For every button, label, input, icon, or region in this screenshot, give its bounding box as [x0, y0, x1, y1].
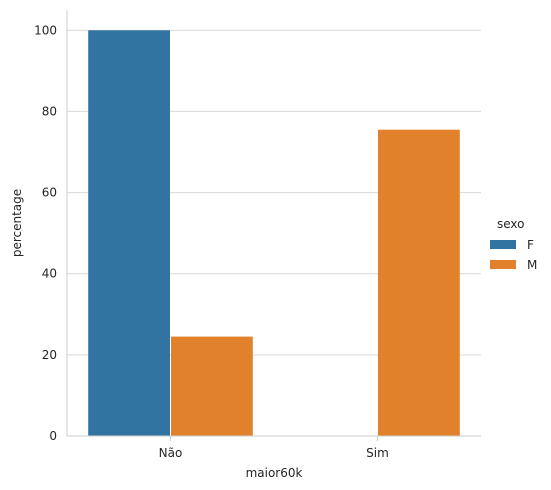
- legend: sexo FM: [490, 217, 537, 272]
- bar-M-Não: [171, 336, 253, 436]
- y-tick-label: 40: [42, 267, 57, 281]
- legend-label: M: [527, 258, 537, 272]
- bar-F-Não: [88, 30, 170, 437]
- y-axis-label: percentage: [10, 189, 24, 257]
- y-tick-label: 20: [42, 348, 57, 362]
- legend-swatch-F: [490, 240, 516, 249]
- legend-label: F: [527, 238, 534, 252]
- legend-swatch-M: [490, 260, 516, 269]
- bar-M-Sim: [378, 129, 460, 436]
- y-tick-label: 60: [42, 186, 57, 200]
- y-tick-label: 100: [34, 23, 57, 37]
- legend-title: sexo: [497, 217, 525, 231]
- y-tick-label: 80: [42, 104, 57, 118]
- axes: [66, 10, 481, 437]
- x-tick-label: Não: [159, 446, 183, 460]
- y-tick-labels: 0 20 40 60 80 100: [34, 23, 57, 443]
- x-axis-label: maior60k: [246, 466, 303, 480]
- x-tick-labels: Não Sim: [159, 436, 389, 460]
- x-tick-label: Sim: [366, 446, 389, 460]
- bars: [88, 30, 460, 437]
- y-tick-label: 0: [49, 429, 57, 443]
